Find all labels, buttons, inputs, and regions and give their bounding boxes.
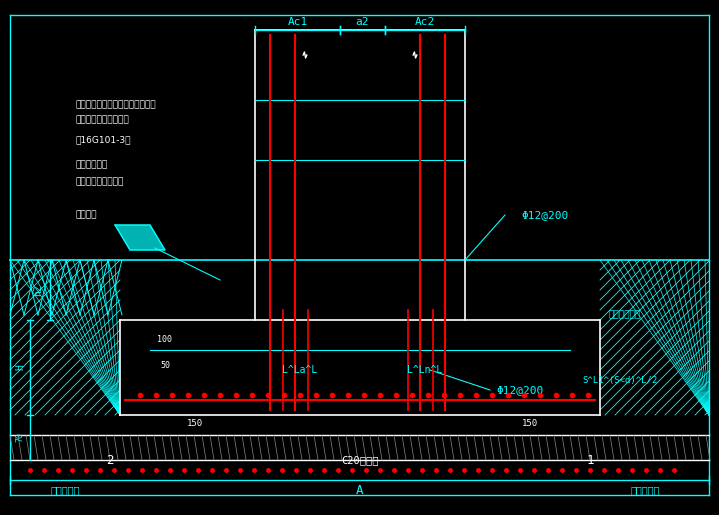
Text: 完整持力层: 完整持力层 [631,485,660,495]
Text: h2: h2 [33,284,43,296]
Text: 当基础超深时: 当基础超深时 [75,161,107,169]
Text: 2: 2 [106,454,114,467]
Text: S^L1^(S<d)^L/2: S^L1^(S<d)^L/2 [582,375,658,385]
Text: Φ12@200: Φ12@200 [521,210,569,220]
Text: 150: 150 [522,419,538,427]
Text: 所有插筋均应伸至基础底板钢筋上: 所有插筋均应伸至基础底板钢筋上 [75,100,155,110]
Text: 插筋在基础中的锚固详: 插筋在基础中的锚固详 [75,115,129,125]
Text: 详独立基础超深大样: 详独立基础超深大样 [75,178,124,186]
Text: 《16G101-3》: 《16G101-3》 [75,135,131,145]
Text: 50: 50 [160,360,170,369]
Text: 基础顶面平面: 基础顶面平面 [609,311,641,319]
Text: 100: 100 [157,335,173,345]
Text: 150: 150 [187,419,203,427]
Text: 70: 70 [16,433,24,442]
Polygon shape [115,225,165,250]
Text: A: A [356,484,364,496]
Text: Ac1: Ac1 [288,17,308,27]
Text: 完整持力层: 完整持力层 [50,485,80,495]
Text: a2: a2 [356,17,370,27]
Text: Φ12@200: Φ12@200 [496,385,544,395]
Text: 1: 1 [586,454,594,467]
Text: 灌筋构件: 灌筋构件 [75,211,96,219]
Text: Ac2: Ac2 [415,17,435,27]
Text: L^Ln^L: L^Ln^L [408,365,443,375]
Text: C20砼垫层: C20砼垫层 [342,455,379,465]
Text: H: H [15,365,25,370]
Text: L^La^L: L^La^L [283,365,318,375]
